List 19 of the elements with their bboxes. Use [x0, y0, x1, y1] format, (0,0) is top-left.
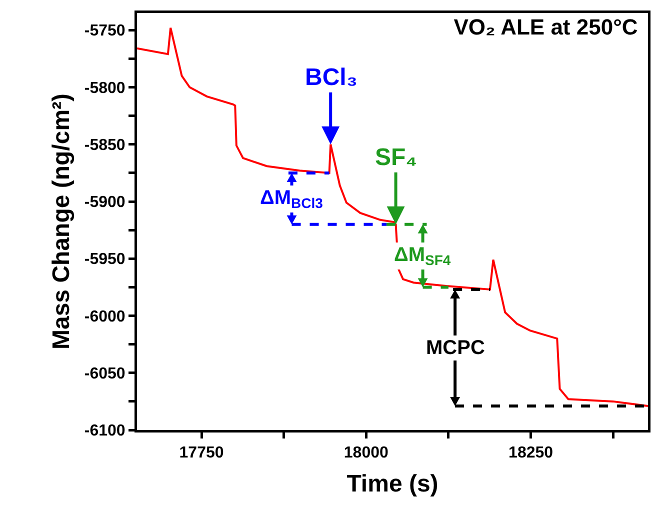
- y-tick-label: -5800: [84, 80, 126, 97]
- annotation: ΔM$_{SF4}$: [394, 244, 451, 268]
- x-tick-label: 18000: [344, 444, 389, 462]
- annotation: MCPC: [426, 337, 485, 359]
- annotation: ΔM$_{BCl3}$: [260, 187, 324, 212]
- annotation: SF₄: [375, 144, 418, 171]
- chart-title: VO₂ ALE at 250°C: [454, 14, 638, 40]
- y-tick-label: -6000: [84, 308, 126, 326]
- y-tick-label: -5750: [84, 22, 126, 40]
- y-tick-label: -5850: [84, 136, 126, 154]
- annotation: BCl₃: [305, 64, 358, 91]
- y-tick-label: -6100: [84, 422, 126, 440]
- y-axis-title: Mass Change (ng/cm²): [48, 93, 76, 350]
- x-tick-label: 18250: [508, 444, 554, 462]
- x-axis-title: Time (s): [346, 470, 438, 498]
- y-tick-label: -6050: [84, 365, 126, 382]
- y-tick-label: -5950: [84, 251, 126, 268]
- x-tick-label: 17750: [179, 444, 224, 462]
- y-tick-label: -5900: [84, 194, 126, 212]
